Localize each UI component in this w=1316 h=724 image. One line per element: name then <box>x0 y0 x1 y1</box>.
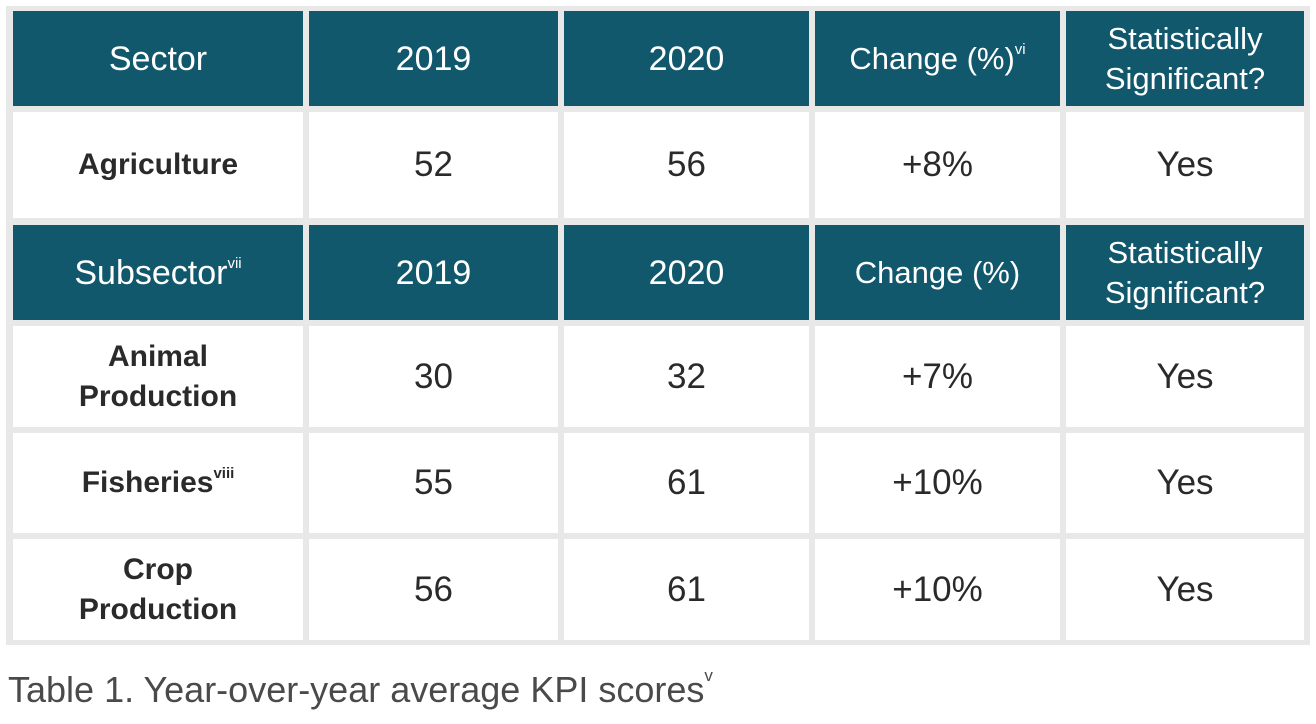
crop-significant: Yes <box>1066 539 1304 640</box>
footnote-v: v <box>704 666 713 685</box>
sector-change: +8% <box>815 112 1060 218</box>
sector-2020: 56 <box>564 112 809 218</box>
subsector-name-crop-production: Crop Production <box>13 539 303 640</box>
header-subsector-label: Subsectorvii <box>74 253 242 292</box>
header-sector-label: Sector <box>108 39 208 78</box>
header-significant-label: Statistically Significant? <box>1104 20 1266 96</box>
header-2020: 2020 <box>564 11 809 106</box>
subheader-significant: Statistically Significant? <box>1066 225 1304 320</box>
animal-significant: Yes <box>1066 326 1304 427</box>
footnote-vii: vii <box>227 255 242 273</box>
subheader-change: Change (%) <box>815 225 1060 320</box>
animal-2019: 30 <box>309 326 558 427</box>
fisheries-change: +10% <box>815 433 1060 533</box>
subheader-2019: 2019 <box>309 225 558 320</box>
header-2020-label: 2020 <box>648 39 725 78</box>
crop-2019: 56 <box>309 539 558 640</box>
header-sector: Sector <box>13 11 303 106</box>
sector-2019: 52 <box>309 112 558 218</box>
header-change: Change (%)vi <box>815 11 1060 106</box>
table-caption: Table 1. Year-over-year average KPI scor… <box>8 666 713 710</box>
kpi-table: Sector 2019 2020 Change (%)vi Statistica… <box>6 6 1310 645</box>
header-subsector: Subsectorvii <box>13 225 303 320</box>
crop-2020: 61 <box>564 539 809 640</box>
header-significant: Statistically Significant? <box>1066 11 1304 106</box>
fisheries-2020: 61 <box>564 433 809 533</box>
subheader-2020: 2020 <box>564 225 809 320</box>
animal-change: +7% <box>815 326 1060 427</box>
crop-change: +10% <box>815 539 1060 640</box>
animal-2020: 32 <box>564 326 809 427</box>
subsector-name-animal-production: Animal Production <box>13 326 303 427</box>
fisheries-significant: Yes <box>1066 433 1304 533</box>
header-2019-label: 2019 <box>395 39 472 78</box>
sector-name: Agriculture <box>13 112 303 218</box>
header-change-label: Change (%)vi <box>849 40 1026 76</box>
sector-significant: Yes <box>1066 112 1304 218</box>
subsector-name-fisheries: Fisheriesviii <box>13 433 303 533</box>
header-2019: 2019 <box>309 11 558 106</box>
footnote-viii: viii <box>213 465 235 482</box>
fisheries-2019: 55 <box>309 433 558 533</box>
footnote-vi: vi <box>1014 41 1026 59</box>
